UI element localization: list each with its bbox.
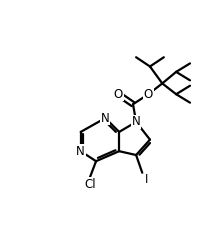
Text: O: O xyxy=(114,88,123,101)
Text: N: N xyxy=(101,112,110,124)
Text: N: N xyxy=(76,145,85,158)
Text: I: I xyxy=(145,173,148,186)
Text: N: N xyxy=(132,115,141,128)
Text: O: O xyxy=(144,88,153,101)
Text: Cl: Cl xyxy=(84,178,96,191)
